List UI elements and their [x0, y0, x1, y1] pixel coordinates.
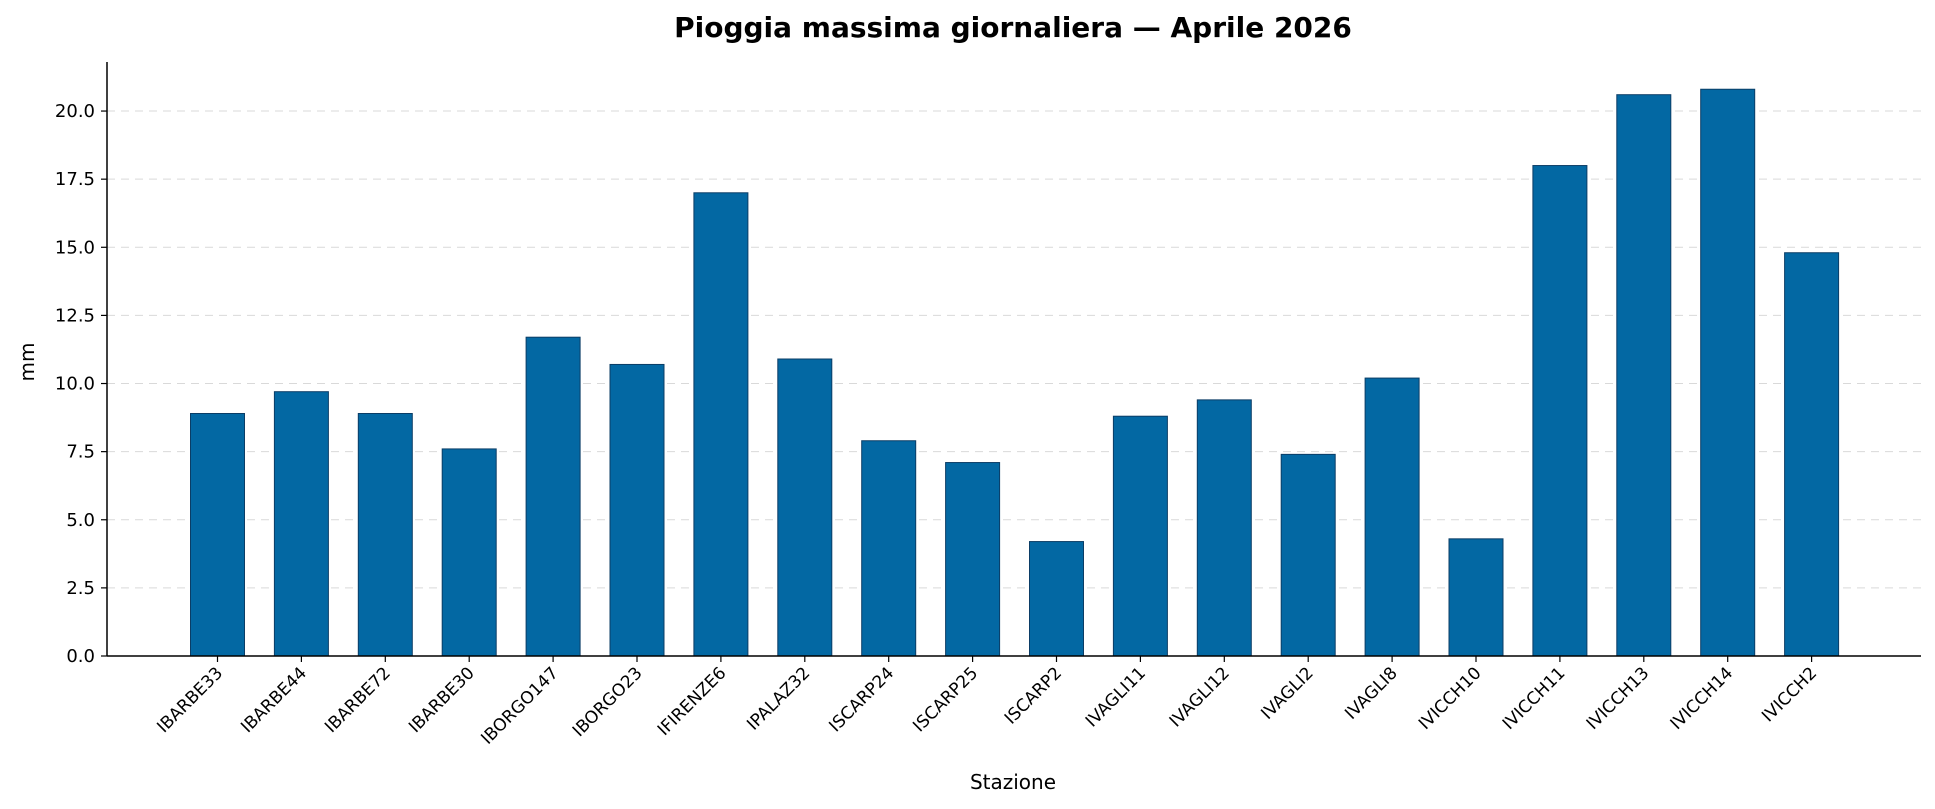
- x-tick-label: ISCARP2: [1001, 663, 1066, 728]
- x-tick-label: IVAGLI12: [1166, 663, 1234, 731]
- bar: [1196, 399, 1252, 657]
- x-ticks: IBARBE33 IBARBE44 IBARBE72 IBARBE30IBORGO14…: [153, 656, 1821, 749]
- y-ticks: 0.0 2.5 5.0 7.5 10.0 12.5 15.0 17.5 20.0: [55, 101, 107, 667]
- x-tick-label: IVICCH11: [1499, 663, 1570, 734]
- bar: [861, 440, 917, 657]
- bar: [945, 462, 1001, 657]
- bar: [273, 391, 329, 657]
- y-tick-label: 17.5: [55, 169, 95, 190]
- bar: [777, 358, 833, 657]
- y-tick-label: 20.0: [55, 101, 95, 122]
- y-axis-label: mm: [15, 343, 39, 382]
- x-tick-label: ISCARP24: [825, 663, 898, 736]
- x-tick-label: IVAGLI8: [1341, 663, 1401, 723]
- y-tick-label: 0.0: [66, 646, 95, 667]
- bar: [1616, 94, 1672, 657]
- y-tick-label: 7.5: [66, 442, 95, 463]
- bars-layer: [190, 88, 1840, 657]
- x-tick-label: IBARBE72: [321, 663, 395, 737]
- y-tick-label: 10.0: [55, 374, 95, 395]
- y-tick-label: 5.0: [66, 510, 95, 531]
- x-tick-label: IBARBE30: [405, 663, 479, 737]
- bar: [1700, 88, 1756, 657]
- bar: [693, 192, 749, 657]
- bar: [357, 412, 413, 657]
- x-tick-label: IVICCH14: [1667, 663, 1738, 734]
- x-tick-label: IVAGLI11: [1082, 663, 1150, 731]
- x-tick-label: IBORGO147: [477, 663, 562, 748]
- y-tick-label: 15.0: [55, 237, 95, 258]
- bar: [609, 363, 665, 657]
- x-tick-label: IBARBE44: [237, 663, 311, 737]
- chart-title: Pioggia massima giornaliera — Aprile 202…: [674, 11, 1352, 44]
- bar: [190, 412, 245, 657]
- bar: [1029, 541, 1084, 657]
- x-tick-label: ISCARP25: [909, 663, 982, 736]
- x-tick-label: IVICCH10: [1415, 663, 1486, 734]
- x-tick-label: IPALAZ32: [743, 663, 814, 734]
- x-axis-label: Stazione: [970, 770, 1056, 794]
- x-tick-label: IVAGLI2: [1257, 663, 1317, 723]
- bar: [1784, 252, 1840, 657]
- bar: [441, 448, 497, 657]
- bar: [1364, 377, 1420, 657]
- x-tick-label: IBORGO23: [569, 663, 647, 741]
- y-tick-label: 2.5: [66, 578, 95, 599]
- x-tick-label: IVICCH2: [1758, 663, 1821, 726]
- bar: [1448, 538, 1504, 657]
- bar: [1532, 165, 1588, 657]
- x-tick-label: IVICCH13: [1583, 663, 1654, 734]
- x-tick-label: IFIRENZE6: [654, 663, 731, 740]
- y-tick-label: 12.5: [55, 305, 95, 326]
- axes-layer: [106, 62, 1921, 657]
- bar: [1112, 415, 1168, 657]
- bar: [1280, 453, 1336, 657]
- x-tick-label: IBARBE33: [153, 663, 227, 737]
- bar: [525, 336, 581, 657]
